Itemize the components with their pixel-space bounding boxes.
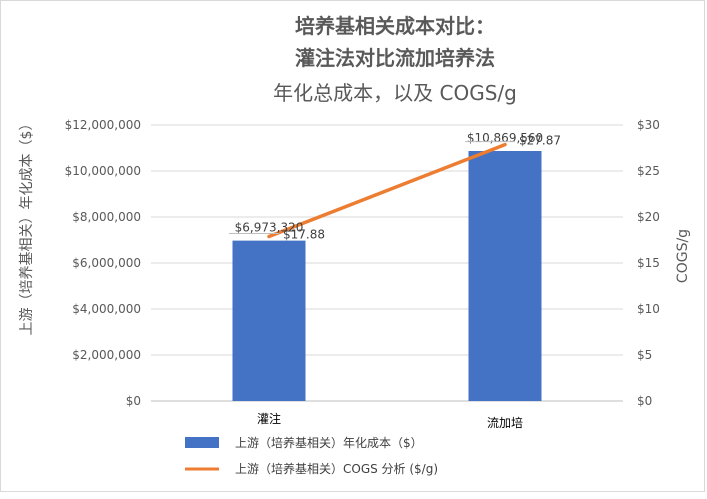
left-tick-label: $8,000,000 [72,210,141,224]
line-data-label: $17.88 [283,228,325,242]
legend-label-bar: 上游（培养基相关）年化成本（$） [235,435,423,450]
data-labels: $6,973,320$10,869,560$17.88$27.87 [229,131,561,242]
right-tick-label: $30 [637,118,660,132]
line-data-label: $27.87 [519,134,561,148]
left-tick-label: $4,000,000 [72,302,141,316]
right-tick-label: $15 [637,256,660,270]
chart-subtitle: 年化总成本，以及 COGS/g [273,81,517,105]
right-tick-label: $10 [637,302,660,316]
gridlines [151,124,623,402]
left-tick-label: $12,000,000 [65,118,141,132]
line-series [267,142,507,239]
line-point [267,235,271,239]
left-tick-label: $2,000,000 [72,348,141,362]
right-tick-label: $5 [637,348,652,362]
legend-label-line: 上游（培养基相关）COGS 分析 ($/g) [235,461,438,476]
bar [232,240,306,401]
right-tick-label: $20 [637,210,660,224]
chart-title: 培养基相关成本对比： [295,14,495,38]
chart-title-line2: 灌注法对比流加培养法 [295,46,495,70]
category-labels: 灌注 流加培 [257,411,523,430]
bar-series [232,151,542,401]
line-point [503,143,507,147]
bar [468,151,542,401]
category-label: 灌注 [257,411,281,426]
series-line [267,142,507,239]
left-tick-label: $0 [126,394,141,408]
legend: 上游（培养基相关）年化成本（$） 上游（培养基相关）COGS 分析 ($/g) [185,435,438,476]
bar-data-label: $6,973,320 [235,221,304,235]
right-axis-title: COGS/g [675,229,691,283]
left-axis-ticks: $0 $2,000,000 $4,000,000 $6,000,000 $8,000,0… [65,118,141,408]
right-tick-label: $0 [637,394,652,408]
left-tick-label: $6,000,000 [72,256,141,270]
category-label: 流加培 [487,415,523,430]
left-axis-title: 上游（培养基相关）年化成本（$） [18,117,35,336]
right-tick-label: $25 [637,164,660,178]
right-axis-ticks: $0 $5 $10 $15 $20 $25 $30 [637,118,660,408]
legend-swatch-bar [185,437,219,448]
left-tick-label: $10,000,000 [65,164,141,178]
